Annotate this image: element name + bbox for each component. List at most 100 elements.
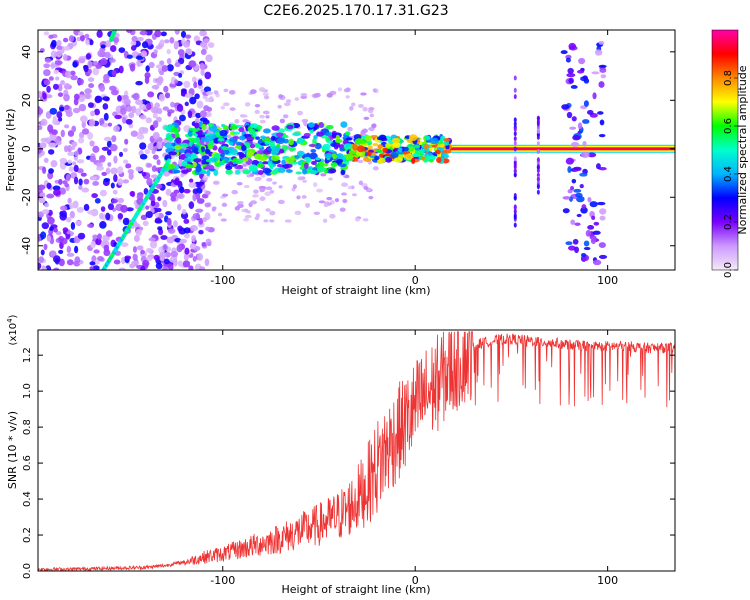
- heatmap-cell: [196, 181, 203, 188]
- snr-y-label: SNR (10 * v/v): [6, 411, 19, 489]
- heatmap-cell: [352, 193, 357, 197]
- heatmap-cell: [195, 165, 202, 173]
- heatmap-cell: [583, 100, 589, 107]
- heatmap-cell: [185, 164, 195, 169]
- heatmap-cell: [292, 132, 301, 137]
- heatmap-cell: [69, 210, 75, 219]
- heatmap-cell: [188, 60, 197, 68]
- heatmap-cell: [536, 189, 540, 195]
- heatmap-cell: [266, 177, 273, 182]
- heatmap-cell: [262, 167, 272, 174]
- heatmap-cell: [429, 137, 439, 145]
- heatmap-cell: [146, 102, 152, 111]
- heatmap-cell: [255, 213, 261, 218]
- heatmap-cell: [118, 14, 122, 19]
- heatmap-cell: [124, 138, 129, 145]
- heatmap-cell: [181, 209, 187, 215]
- heatmap-cell: [154, 212, 160, 218]
- heatmap-cell: [411, 157, 416, 165]
- heatmap-cell: [54, 179, 60, 184]
- heatmap-cell: [71, 141, 78, 147]
- heatmap-cell: [166, 58, 172, 65]
- heatmap-cell: [513, 87, 517, 93]
- heatmap-cell: [116, 21, 120, 26]
- heatmap-cell: [156, 78, 163, 86]
- heatmap-cell: [328, 177, 334, 181]
- heatmap-cell: [536, 141, 540, 147]
- colorbar-tick-label: 0.2: [723, 214, 734, 230]
- heatmap-cell: [243, 184, 250, 189]
- heatmap-cell: [139, 114, 147, 120]
- heatmap-cell: [345, 95, 350, 99]
- heatmap-cell: [159, 251, 167, 259]
- heatmap-cell: [166, 127, 172, 133]
- heatmap-cell: [184, 93, 193, 98]
- heatmap-cell: [120, 107, 127, 115]
- heatmap-cell: [259, 187, 266, 193]
- heatmap-cell: [341, 192, 347, 196]
- heatmap-cell: [100, 57, 108, 66]
- heatmap-cell: [272, 181, 277, 185]
- heatmap-cell: [42, 166, 47, 174]
- heatmap-cell: [513, 136, 517, 142]
- heatmap-cell: [570, 219, 576, 225]
- heatmap-cell: [568, 77, 574, 84]
- heatmap-cell: [166, 158, 171, 164]
- heatmap-y-tick-label: 20: [20, 93, 33, 107]
- heatmap-cell: [157, 196, 162, 202]
- heatmap-cell: [285, 157, 295, 164]
- heatmap-cell: [83, 203, 90, 212]
- heatmap-cell: [120, 204, 128, 213]
- heatmap-cell: [81, 187, 90, 193]
- heatmap-cell: [573, 188, 582, 193]
- heatmap-cell: [117, 166, 124, 175]
- heatmap-cell: [269, 219, 275, 223]
- heatmap-cell: [188, 178, 194, 184]
- heatmap-cell: [153, 49, 158, 55]
- heatmap-cell: [45, 111, 52, 119]
- heatmap-cell: [133, 234, 140, 243]
- heatmap-cell: [194, 122, 200, 129]
- heatmap-cell: [434, 149, 441, 155]
- heatmap-cell: [583, 240, 590, 247]
- heatmap-cell: [109, 45, 117, 53]
- heatmap-cell: [227, 134, 232, 139]
- heatmap-cell: [145, 117, 152, 124]
- heatmap-cell: [296, 150, 305, 157]
- heatmap-cell: [358, 180, 364, 186]
- heatmap-cell: [593, 221, 600, 226]
- heatmap-cell: [326, 92, 333, 98]
- heatmap-cell: [135, 80, 143, 86]
- heatmap-cell: [56, 39, 62, 48]
- heatmap-cell: [565, 241, 573, 246]
- heatmap-cell: [119, 13, 123, 18]
- heatmap-cell: [115, 21, 119, 26]
- heatmap-cell: [145, 205, 150, 210]
- heatmap-cell: [78, 103, 87, 112]
- heatmap-cell: [580, 252, 587, 258]
- heatmap-cell: [354, 217, 360, 222]
- heatmap-cell: [38, 184, 46, 191]
- heatmap-cell: [167, 134, 172, 138]
- heatmap-cell: [205, 238, 212, 246]
- heatmap-cell: [595, 163, 601, 170]
- heatmap-cell: [114, 25, 118, 30]
- heatmap-cell: [212, 180, 220, 185]
- heatmap-cell: [234, 165, 244, 170]
- heatmap-cell: [200, 68, 205, 76]
- heatmap-cell: [385, 156, 392, 163]
- heatmap-cell: [38, 148, 42, 155]
- heatmap-cell: [79, 115, 88, 123]
- heatmap-cell: [405, 153, 414, 161]
- heatmap-cell: [513, 159, 517, 165]
- colorbar-label: Normalized spectral amplitude: [736, 65, 749, 234]
- heatmap-cell: [140, 265, 146, 270]
- heatmap-cell: [262, 92, 269, 96]
- heatmap-cell: [114, 24, 118, 29]
- heatmap-cell: [156, 116, 162, 123]
- heatmap-cell: [53, 227, 58, 233]
- heatmap-cell: [279, 118, 285, 124]
- heatmap-cell: [159, 60, 165, 66]
- heatmap-cell: [222, 125, 229, 131]
- heatmap-cell: [513, 146, 517, 152]
